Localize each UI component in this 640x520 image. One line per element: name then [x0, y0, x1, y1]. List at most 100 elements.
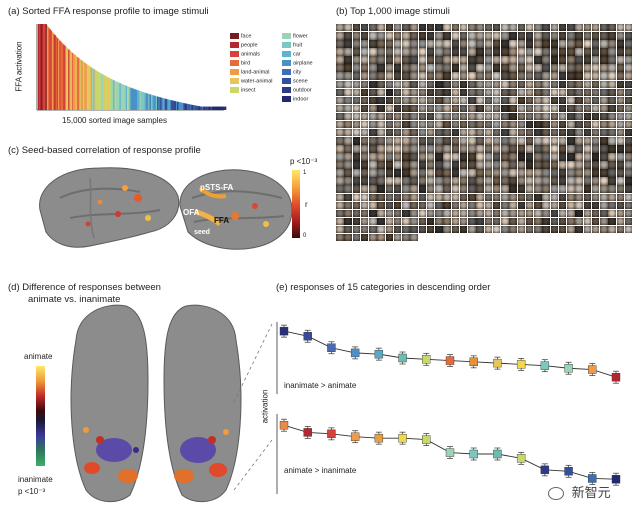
legend-swatch: [282, 42, 291, 48]
mosaic-thumbnail: [426, 225, 435, 234]
mosaic-thumbnail: [344, 217, 352, 226]
mosaic-thumbnail: [591, 185, 600, 193]
mosaic-thumbnail: [385, 96, 394, 105]
mosaic-thumbnail: [501, 209, 509, 218]
mosaic-thumbnail: [492, 120, 501, 129]
mosaic-thumbnail: [534, 201, 542, 210]
mosaic-thumbnail: [385, 233, 394, 242]
mosaic-thumbnail: [344, 145, 352, 153]
mosaic-thumbnail: [525, 193, 534, 202]
mosaic-thumbnail: [583, 145, 592, 153]
profile-bar: [180, 102, 183, 110]
legend-label: scene: [293, 78, 308, 85]
legend-label: fruit: [293, 42, 303, 49]
image-mosaic: [336, 24, 633, 242]
mosaic-thumbnail: [426, 96, 435, 105]
mosaic-thumbnail: [336, 128, 344, 137]
panel-c-title: (c) Seed-based correlation of response p…: [8, 145, 201, 156]
profile-bar: [96, 71, 99, 110]
mosaic-thumbnail: [484, 169, 493, 177]
mosaic-thumbnail: [352, 209, 361, 218]
mosaic-thumbnail: [393, 177, 402, 185]
mosaic-thumbnail: [567, 225, 575, 234]
profile-bar: [101, 74, 104, 110]
mosaic-thumbnail: [542, 217, 550, 226]
mosaic-thumbnail: [624, 96, 633, 105]
mosaic-thumbnail: [558, 80, 567, 88]
mosaic-thumbnail: [591, 112, 600, 121]
mosaic-thumbnail: [542, 120, 550, 129]
mosaic-thumbnail: [624, 153, 633, 161]
mosaic-thumbnail: [575, 137, 583, 145]
mosaic-thumbnail: [443, 88, 451, 97]
mosaic-thumbnail: [501, 201, 509, 210]
mosaic-thumbnail: [418, 80, 427, 88]
mosaic-thumbnail: [567, 88, 575, 97]
mosaic-thumbnail: [393, 48, 402, 56]
mosaic-thumbnail: [558, 48, 567, 56]
profile-bar: [63, 44, 65, 110]
mosaic-thumbnail: [435, 185, 443, 193]
mosaic-thumbnail: [558, 120, 567, 129]
mosaic-thumbnail: [344, 153, 352, 161]
profile-bar: [222, 106, 224, 110]
mosaic-thumbnail: [426, 161, 435, 169]
mosaic-thumbnail: [567, 40, 575, 48]
mosaic-thumbnail: [591, 169, 600, 177]
mosaic-thumbnail: [616, 145, 625, 153]
profile-bar: [145, 93, 148, 110]
mosaic-thumbnail: [468, 64, 476, 72]
legend-right-item-6: outdoor: [282, 87, 312, 94]
mosaic-thumbnail: [476, 137, 484, 145]
profile-bar: [54, 35, 56, 110]
mosaic-thumbnail: [616, 225, 625, 234]
mosaic-thumbnail: [600, 80, 608, 88]
mosaic-thumbnail: [591, 193, 600, 202]
mosaic-thumbnail: [484, 185, 493, 193]
mosaic-thumbnail: [567, 217, 575, 226]
mosaic-thumbnail: [352, 128, 361, 137]
mosaic-thumbnail: [385, 145, 394, 153]
mosaic-thumbnail: [624, 56, 633, 64]
profile-bar: [56, 37, 59, 110]
mosaic-thumbnail: [525, 201, 534, 210]
mosaic-thumbnail: [583, 88, 592, 97]
mosaic-thumbnail: [352, 217, 361, 226]
profile-bar: [64, 45, 66, 110]
mosaic-thumbnail: [517, 185, 526, 193]
mosaic-thumbnail: [517, 145, 526, 153]
panel-a-ylabel: FFA activation: [14, 41, 24, 92]
profile-bar: [194, 105, 197, 110]
mosaic-thumbnail: [402, 185, 410, 193]
mosaic-thumbnail: [542, 209, 550, 218]
mosaic-thumbnail: [567, 185, 575, 193]
legend-right-item-7: indoor: [282, 96, 308, 103]
mosaic-thumbnail: [426, 104, 435, 113]
legend-right-item-0: flower: [282, 33, 308, 40]
mosaic-thumbnail: [534, 64, 542, 72]
mosaic-thumbnail: [501, 120, 509, 129]
mosaic-thumbnail: [352, 96, 361, 105]
legend-left-item-4: land-animal: [230, 69, 269, 76]
mosaic-thumbnail: [418, 137, 427, 145]
mosaic-thumbnail: [501, 225, 509, 234]
mosaic-thumbnail: [476, 209, 484, 218]
mosaic-thumbnail: [525, 225, 534, 234]
top-series-point: [611, 373, 621, 382]
mosaic-thumbnail: [575, 88, 583, 97]
mosaic-thumbnail: [624, 145, 633, 153]
mosaic-thumbnail: [591, 40, 600, 48]
mosaic-thumbnail: [418, 120, 427, 129]
mosaic-thumbnail: [369, 161, 377, 169]
mosaic-thumbnail: [600, 225, 608, 234]
mosaic-thumbnail: [443, 104, 451, 113]
mosaic-thumbnail: [369, 185, 377, 193]
mosaic-thumbnail: [550, 128, 559, 137]
mosaic-thumbnail: [550, 32, 559, 40]
mosaic-thumbnail: [608, 56, 616, 64]
mosaic-thumbnail: [426, 185, 435, 193]
mosaic-thumbnail: [344, 64, 352, 72]
profile-bar: [108, 77, 110, 110]
mosaic-thumbnail: [525, 96, 534, 105]
mosaic-thumbnail: [393, 120, 402, 129]
